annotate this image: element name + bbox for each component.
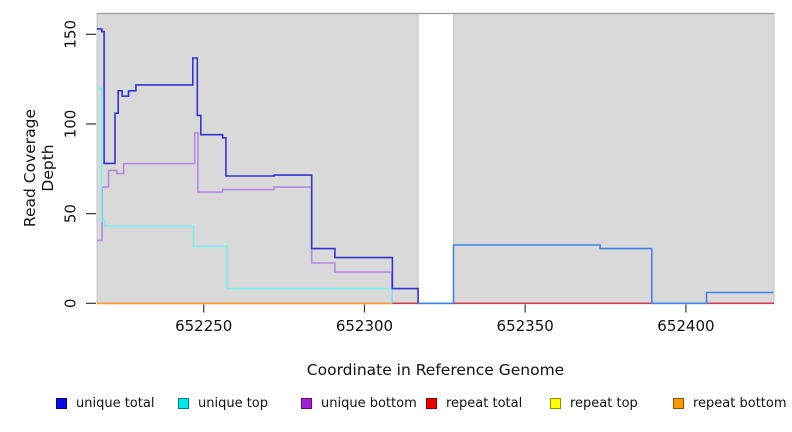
svg-text:50: 50 [62, 204, 80, 223]
svg-text:150: 150 [62, 20, 80, 49]
x-axis-title: Coordinate in Reference Genome [306, 361, 565, 379]
svg-text:652400: 652400 [657, 317, 714, 335]
svg-text:652250: 652250 [175, 317, 232, 335]
legend-item-unique-total: unique total [56, 396, 154, 411]
legend-item-repeat-bottom: repeat bottom [673, 396, 787, 411]
svg-text:0: 0 [62, 299, 80, 309]
legend-label: repeat bottom [693, 396, 787, 411]
legend: unique total unique top unique bottom re… [0, 396, 792, 420]
legend-swatch-unique-bottom [301, 398, 312, 409]
svg-text:100: 100 [62, 110, 80, 139]
y-axis-title: Read Coverage Depth [21, 108, 57, 228]
legend-swatch-repeat-total [426, 398, 437, 409]
legend-item-unique-bottom: unique bottom [301, 396, 417, 411]
svg-text:652300: 652300 [336, 317, 393, 335]
legend-label: unique top [198, 396, 269, 411]
legend-label: unique bottom [321, 396, 417, 411]
legend-label: repeat total [446, 396, 523, 411]
legend-swatch-unique-top [178, 398, 189, 409]
legend-swatch-repeat-bottom [673, 398, 684, 409]
legend-label: unique total [76, 396, 155, 411]
legend-swatch-unique-total [56, 398, 67, 409]
legend-item-unique-top: unique top [178, 396, 268, 411]
legend-item-repeat-total: repeat total [426, 396, 522, 411]
legend-label: repeat top [570, 396, 638, 411]
legend-swatch-repeat-top [550, 398, 561, 409]
svg-text:652350: 652350 [497, 317, 554, 335]
legend-item-repeat-top: repeat top [550, 396, 638, 411]
